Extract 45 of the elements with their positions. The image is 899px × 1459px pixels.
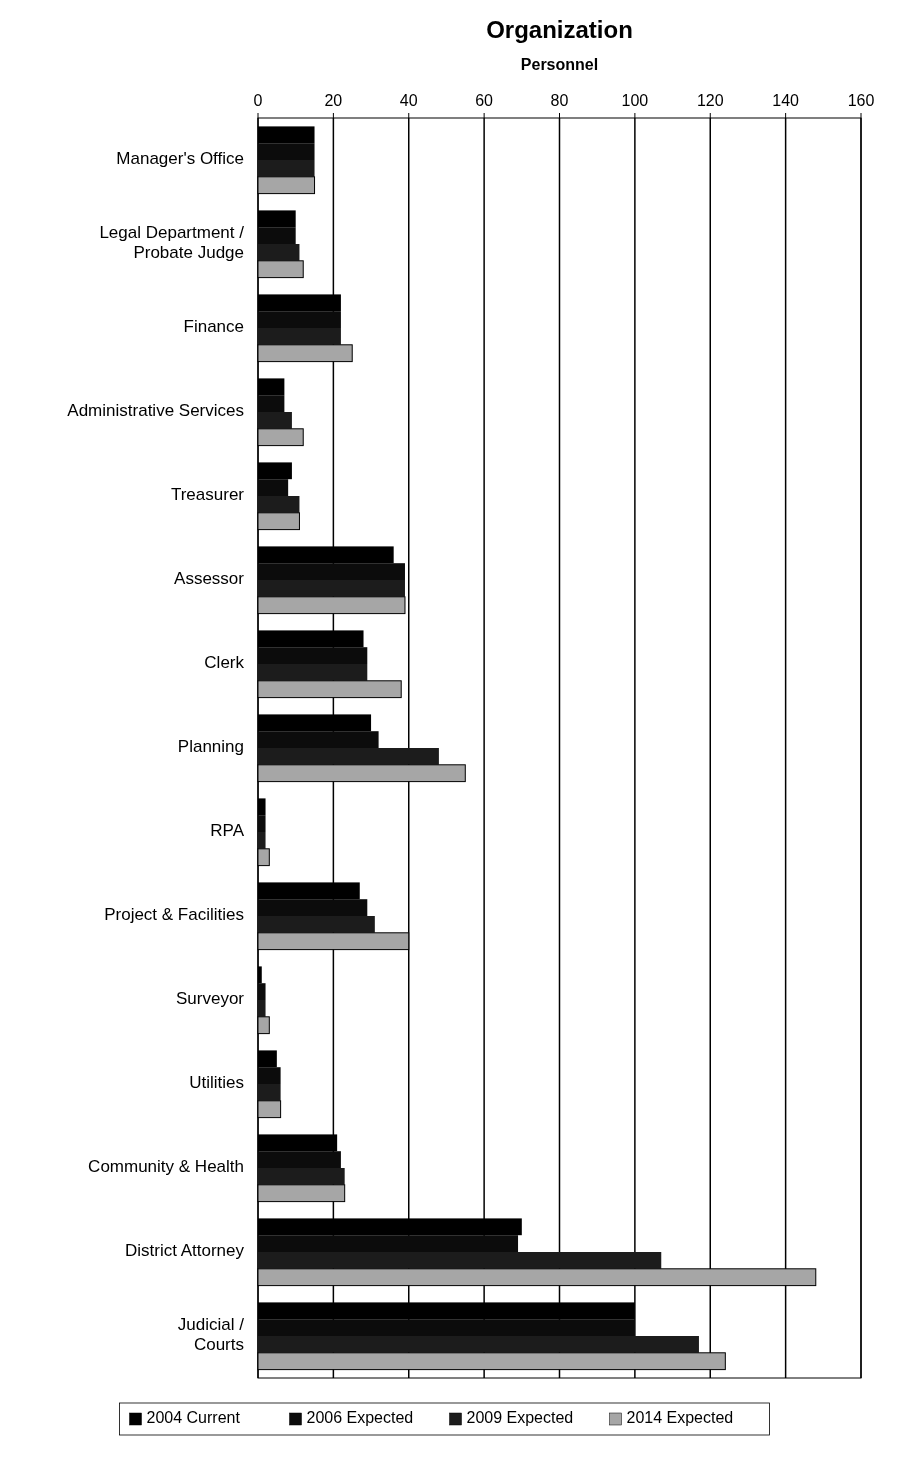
legend-label: 2006 Expected [306, 1409, 414, 1427]
bar [258, 916, 375, 933]
legend-label: 2004 Current [146, 1409, 241, 1427]
x-tick-label: 160 [847, 92, 875, 109]
x-tick-label: 60 [475, 92, 494, 109]
y-tick-label: Community & Health [88, 1157, 244, 1177]
x-tick-label: 120 [696, 92, 724, 109]
bar [258, 160, 315, 177]
bar [258, 412, 292, 429]
bar [258, 580, 405, 597]
y-tick-label: Administrative Services [67, 401, 244, 421]
bar [258, 496, 300, 513]
y-tick-label: Legal Department / Probate Judge [99, 223, 245, 263]
bar [258, 328, 341, 345]
bar [258, 748, 439, 765]
legend-label: 2009 Expected [466, 1409, 574, 1427]
x-axis-title: Personnel [520, 56, 599, 73]
bar [258, 1084, 281, 1101]
bar [258, 1252, 662, 1269]
y-tick-label: Judicial / Courts [177, 1315, 245, 1355]
x-tick-label: 20 [324, 92, 343, 109]
x-tick-label: 140 [772, 92, 800, 109]
x-tick-label: 80 [550, 92, 569, 109]
bar [258, 664, 368, 681]
x-tick-label: 0 [253, 92, 263, 109]
y-tick-label: Planning [177, 737, 244, 757]
y-tick-label: Clerk [204, 653, 245, 673]
legend-label: 2014 Expected [626, 1409, 734, 1427]
x-tick-label: 40 [399, 92, 418, 109]
y-tick-label: Treasurer [170, 485, 245, 505]
y-tick-label: Assessor [174, 569, 245, 589]
y-tick-label: Finance [183, 317, 244, 337]
bar [258, 244, 300, 261]
y-tick-label: RPA [210, 821, 245, 841]
bar [258, 832, 266, 849]
y-tick-label: Surveyor [175, 989, 245, 1009]
y-tick-label: District Attorney [124, 1241, 245, 1261]
chart-title: Organization [486, 16, 633, 43]
y-tick-label: Project & Facilities [104, 905, 244, 925]
bar [258, 1000, 266, 1017]
bar [258, 1168, 345, 1185]
x-tick-label: 100 [621, 92, 649, 109]
y-tick-label: Utilities [189, 1073, 244, 1093]
bar [258, 1336, 699, 1353]
y-tick-label: Manager's Office [116, 149, 244, 169]
